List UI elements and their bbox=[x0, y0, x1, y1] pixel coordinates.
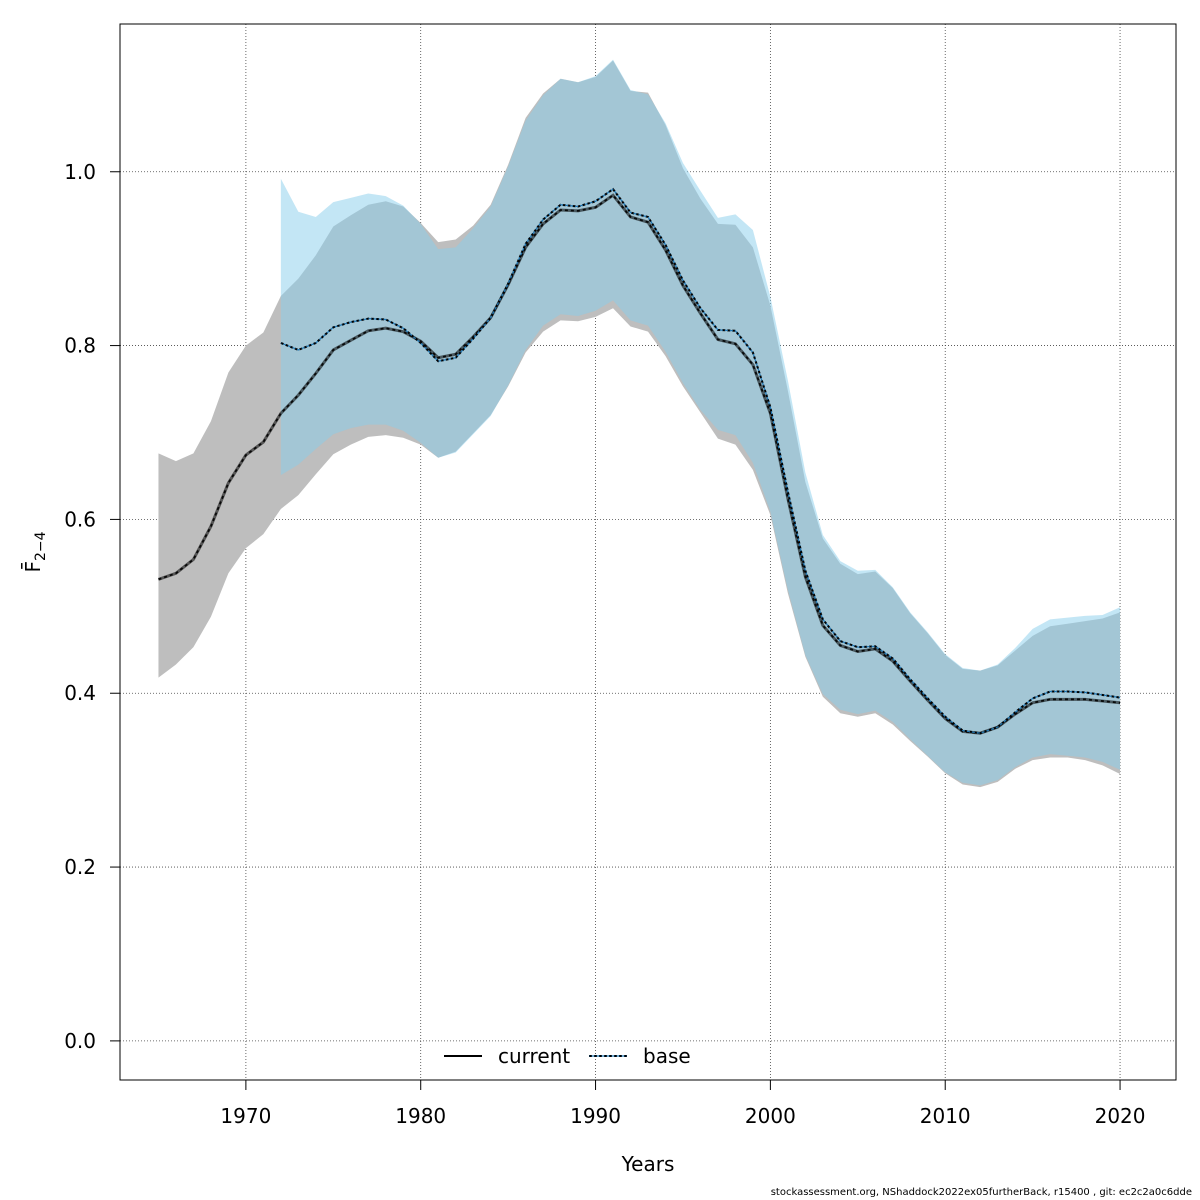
y-axis: 0.0 0.2 0.4 0.6 0.8 1.0 bbox=[64, 160, 120, 1053]
legend-current-label: current bbox=[498, 1044, 570, 1068]
y-tick-label: 0.8 bbox=[64, 334, 96, 358]
x-tick-label: 1980 bbox=[395, 1104, 446, 1128]
x-tick-label: 2010 bbox=[920, 1104, 971, 1128]
x-axis: 1970 1980 1990 2000 2010 2020 bbox=[220, 1080, 1146, 1128]
y-tick-label: 0.6 bbox=[64, 507, 96, 531]
y-axis-title: F̄2−4 bbox=[20, 531, 49, 572]
footer-source: stockassessment.org, NShaddock2022ex05fu… bbox=[770, 1187, 1192, 1198]
y-tick-label: 1.0 bbox=[64, 160, 96, 184]
y-tick-label: 0.2 bbox=[64, 855, 96, 879]
grid bbox=[120, 24, 1176, 1080]
legend-base-label: base bbox=[643, 1044, 691, 1068]
x-axis-title: Years bbox=[621, 1152, 675, 1176]
svg-text:F̄2−4: F̄2−4 bbox=[20, 531, 49, 572]
y-tick-label: 0.0 bbox=[64, 1029, 96, 1053]
x-tick-label: 1990 bbox=[570, 1104, 621, 1128]
confidence-bands bbox=[158, 59, 1121, 788]
y-axis-title-symbol: F̄ bbox=[20, 561, 45, 573]
x-tick-label: 2000 bbox=[745, 1104, 796, 1128]
x-tick-label: 2020 bbox=[1095, 1104, 1146, 1128]
plot-frame bbox=[119, 23, 1177, 1081]
x-tick-label: 1970 bbox=[220, 1104, 271, 1128]
base-confidence-band bbox=[280, 59, 1121, 786]
base-line-blue bbox=[280, 188, 1121, 734]
y-tick-label: 0.4 bbox=[64, 681, 96, 705]
legend: current base bbox=[444, 1044, 691, 1068]
current-line bbox=[158, 194, 1121, 735]
y-axis-title-subscript: 2−4 bbox=[33, 531, 49, 561]
series-lines bbox=[157, 187, 1121, 735]
